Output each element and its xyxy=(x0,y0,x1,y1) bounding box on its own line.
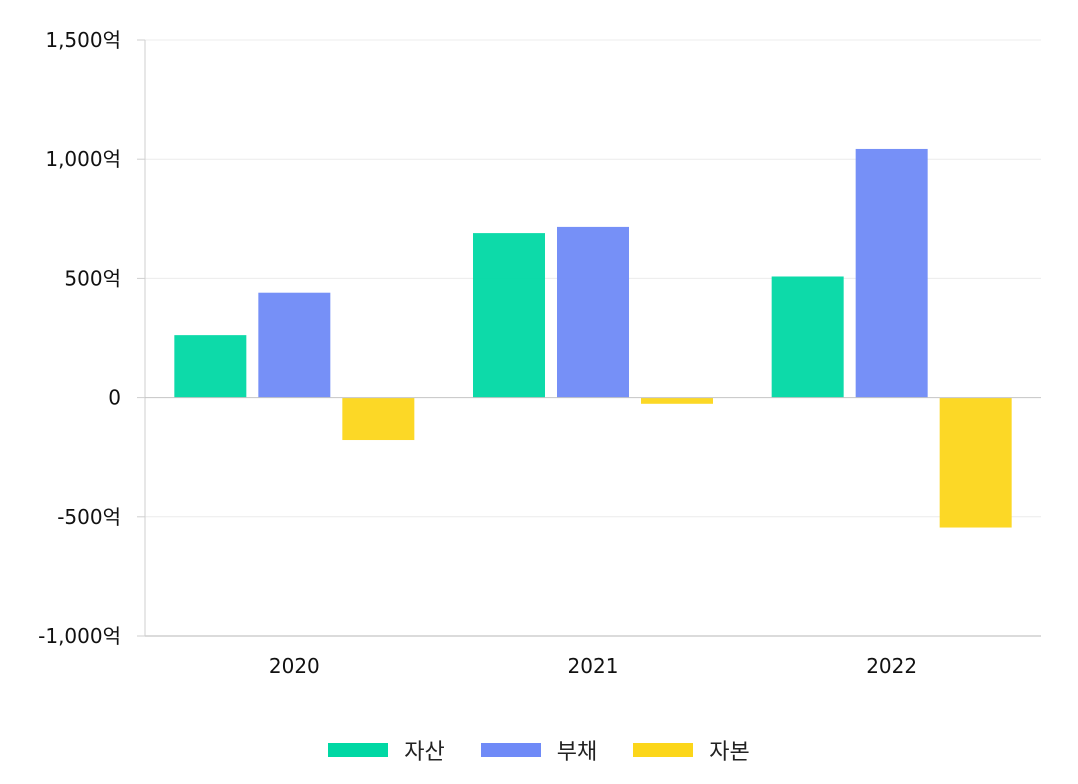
y-tick-label: 0 xyxy=(108,386,121,410)
bar-2020-자본[interactable] xyxy=(342,397,415,441)
x-tick-label: 2020 xyxy=(269,654,320,678)
y-tick-label: 1,000억 xyxy=(45,147,121,171)
legend-item[interactable]: 부채 xyxy=(480,734,598,766)
legend-swatch xyxy=(633,743,694,757)
legend-label: 부채 xyxy=(556,740,598,765)
bar-2022-자본[interactable] xyxy=(939,397,1012,528)
legend-label: 자산 xyxy=(404,740,445,765)
axes xyxy=(144,40,1041,637)
bar-2021-자산[interactable] xyxy=(473,233,545,398)
bar-2020-자산[interactable] xyxy=(174,335,247,398)
x-axis-ticks: 2020 2021 2022 xyxy=(269,654,917,678)
bar-2022-자산[interactable] xyxy=(771,276,844,398)
bars xyxy=(145,148,1041,528)
legend-item[interactable]: 자산 xyxy=(328,734,445,766)
legend-item[interactable]: 자본 xyxy=(633,734,750,766)
bar-2021-부채[interactable] xyxy=(557,226,629,398)
bar-2021-자본[interactable] xyxy=(641,397,713,404)
y-tick-label: -500억 xyxy=(57,505,121,529)
legend: 자산 부채 자본 xyxy=(0,728,1078,772)
x-tick-label: 2021 xyxy=(568,654,619,678)
legend-swatch xyxy=(480,743,541,757)
x-tick-label: 2022 xyxy=(866,654,917,678)
legend-label: 자본 xyxy=(709,740,750,765)
bar-2022-부채[interactable] xyxy=(855,148,928,398)
bar-2020-부채[interactable] xyxy=(258,292,331,398)
y-tick-label: 500억 xyxy=(64,266,121,290)
y-tick-label: 1,500억 xyxy=(45,28,121,52)
legend-swatch xyxy=(328,743,389,757)
y-axis-ticks: 1,500억 1,000억 500억 0 -500억 -1,000억 xyxy=(38,28,145,648)
y-tick-label: -1,000억 xyxy=(38,624,121,648)
